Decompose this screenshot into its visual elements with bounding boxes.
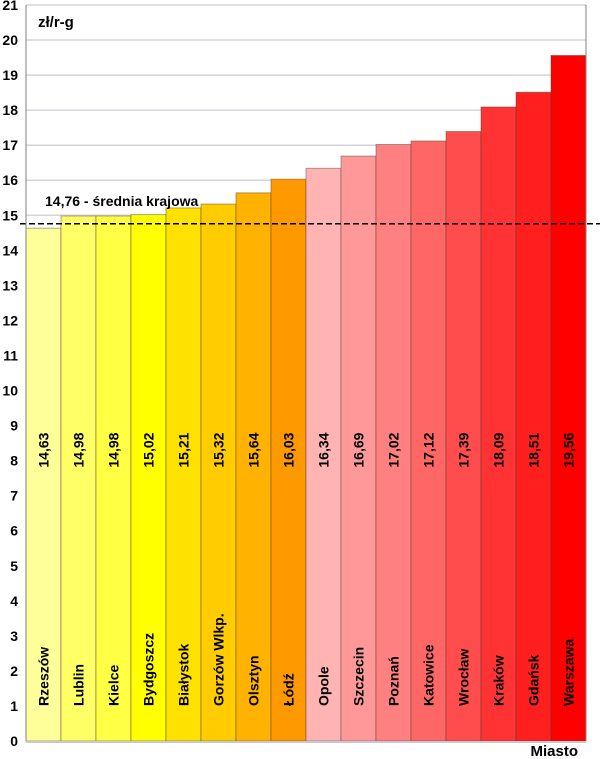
bar [95, 215, 132, 742]
bar [515, 91, 552, 742]
reference-line-label: 14,76 - średnia krajowa [45, 193, 199, 209]
bar-value-label: 19,56 [561, 432, 577, 467]
category-label: Kielce [106, 664, 122, 705]
bar [60, 215, 97, 742]
bar-value-label: 16,34 [316, 432, 332, 467]
category-label: Rzeszów [36, 647, 52, 706]
bar-value-label: 15,21 [176, 432, 192, 467]
bar [165, 207, 202, 742]
bar [445, 131, 482, 742]
bar [200, 203, 237, 742]
y-tick-label: 6 [10, 523, 18, 539]
y-tick-label: 16 [2, 172, 18, 188]
bar [550, 54, 587, 742]
bar-value-label: 16,69 [351, 432, 367, 467]
y-tick-label: 14 [2, 242, 18, 258]
bar [375, 143, 412, 742]
y-tick-label: 21 [2, 0, 18, 13]
category-label: Warszawa [561, 639, 577, 706]
category-label: Olsztyn [246, 655, 262, 706]
bar-value-label: 17,02 [386, 432, 402, 467]
y-tick-label: 13 [2, 277, 18, 293]
bar-value-label: 17,12 [421, 432, 437, 467]
x-axis-label: Miasto [530, 743, 578, 759]
y-tick-label: 19 [2, 67, 18, 83]
y-tick-label: 12 [2, 312, 18, 328]
y-tick-label: 10 [2, 383, 18, 399]
bar-value-label: 18,09 [491, 432, 507, 467]
bar-value-label: 18,51 [526, 432, 542, 467]
y-tick-label: 5 [10, 558, 18, 574]
y-tick-label: 0 [10, 733, 18, 749]
y-tick-label: 1 [10, 698, 18, 714]
bar-value-label: 16,03 [281, 432, 297, 467]
category-label: Lublin [71, 664, 87, 706]
bar [480, 106, 517, 742]
category-label: Opole [316, 666, 332, 706]
y-tick-label: 3 [10, 628, 18, 644]
bar-value-label: 15,02 [141, 432, 157, 467]
category-label: Bydgoszcz [141, 633, 157, 706]
bar-value-label: 14,98 [106, 432, 122, 467]
bar-value-label: 14,98 [71, 432, 87, 467]
y-tick-label: 8 [10, 453, 18, 469]
bar-value-label: 17,39 [456, 432, 472, 467]
bar-value-label: 15,32 [211, 432, 227, 467]
y-tick-label: 11 [3, 347, 18, 363]
y-tick-label: 18 [2, 102, 18, 118]
category-label: Kraków [491, 655, 507, 706]
y-axis-unit-label: zł/r-g [38, 14, 74, 31]
y-tick-label: 4 [10, 593, 18, 609]
category-label: Szczecin [351, 647, 367, 706]
y-tick-label: 7 [10, 488, 18, 504]
category-label: Gorzów Wlkp. [211, 613, 227, 706]
y-tick-label: 9 [10, 418, 18, 434]
y-tick-label: 20 [2, 32, 18, 48]
category-label: Wrocław [456, 649, 472, 706]
category-label: Białystok [176, 643, 192, 705]
y-tick-label: 15 [2, 207, 18, 223]
category-label: Poznań [386, 656, 402, 706]
bars: 14,63 Rzeszów 14,98 Lublin 14,98 Kielce 15,02 B… [25, 54, 587, 742]
category-label: Gdańsk [526, 654, 542, 706]
bar [235, 192, 272, 742]
category-label: Łódź [281, 673, 297, 706]
bar-value-label: 14,63 [36, 432, 52, 467]
bar [340, 155, 377, 742]
y-tick-label: 17 [2, 137, 18, 153]
y-tick-label: 2 [10, 663, 18, 679]
bar-value-label: 15,64 [246, 432, 262, 467]
category-label: Katowice [421, 644, 437, 706]
